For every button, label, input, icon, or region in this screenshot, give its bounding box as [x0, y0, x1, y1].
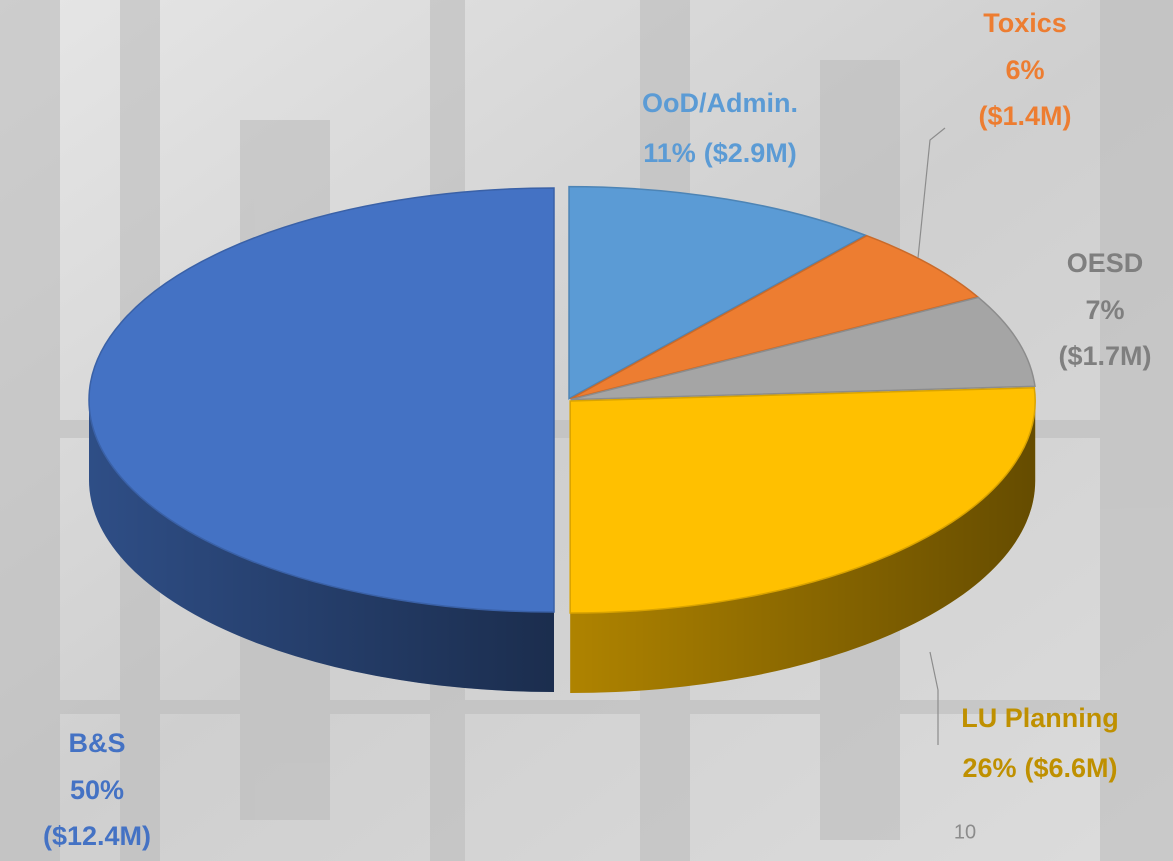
amount-label: ($2.9M)	[704, 138, 797, 168]
slice	[569, 386, 1036, 614]
slice	[570, 296, 1036, 401]
label-name: LU Planning	[961, 703, 1119, 733]
value-label: 11%	[643, 138, 696, 168]
value-label: 26%	[962, 753, 1016, 783]
slice-side-shade	[570, 401, 1036, 694]
pie	[88, 185, 1036, 694]
amount-label: ($6.6M)	[1025, 753, 1118, 783]
value-label: 7%	[1085, 295, 1124, 325]
value-label: 6%	[1005, 55, 1044, 85]
amount-label: ($1.4M)	[978, 101, 1071, 131]
amount-label: ($12.4M)	[43, 821, 151, 851]
amount-label: ($1.7M)	[1058, 341, 1151, 371]
slice	[569, 234, 980, 400]
label-name: OoD/Admin.	[642, 88, 798, 118]
leader-lines	[917, 127, 946, 745]
value-label: 50%	[70, 775, 124, 805]
labels: OoD/Admin. 11% ($2.9M) Toxics 6% ($1.4M) OESD 7…	[43, 8, 1152, 851]
slice	[568, 185, 868, 400]
slice-side-shade	[89, 400, 554, 692]
value-amount-label: 11% ($2.9M)	[643, 138, 797, 168]
slice	[88, 187, 555, 613]
value-amount-label: 26% ($6.6M)	[962, 753, 1117, 783]
page-number: 10	[954, 821, 976, 843]
label-name: OESD	[1067, 248, 1144, 278]
label-name: Toxics	[983, 8, 1067, 38]
label-name: B&S	[68, 728, 125, 758]
